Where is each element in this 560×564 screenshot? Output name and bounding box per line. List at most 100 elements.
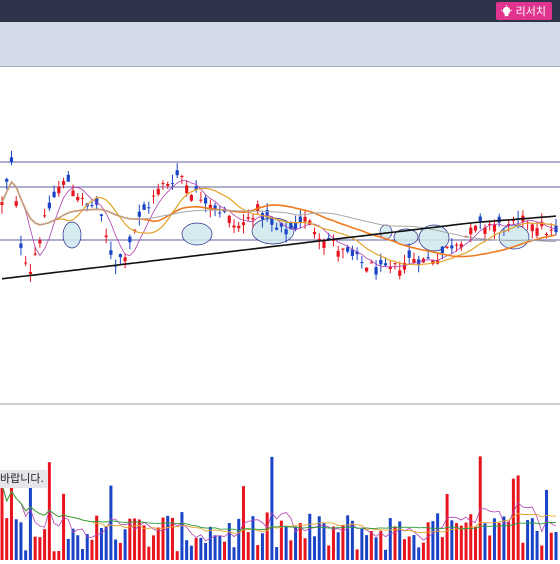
volume-bar [421,542,425,560]
volume-bar [393,526,397,560]
volume-bar [137,519,141,560]
candle [440,246,444,260]
volume-bar [260,533,264,560]
volume-bar [270,456,274,560]
volume-bar [521,542,525,560]
volume-bar [99,527,103,560]
volume-bar [313,536,317,560]
candle [293,215,298,232]
volume-bar [152,535,156,560]
volume-bar [90,539,94,560]
volume-bar [175,551,179,560]
volume-bar [327,545,331,560]
candle [511,216,515,225]
volume-bar [507,521,511,560]
candle [355,247,359,261]
moving-average-line [1,215,557,280]
volume-bar [208,526,212,560]
volume-bar [265,512,269,560]
candle [142,201,146,210]
volume-bar [80,549,84,560]
volume-bar [535,530,539,560]
candle [204,194,208,213]
volume-bar [71,528,75,560]
volume-bar [118,542,122,560]
volume-bar [199,537,203,560]
candle [104,228,108,244]
candle [549,223,553,236]
volume-bar [474,526,478,560]
volume-bar [38,537,42,560]
volume-bar [189,545,193,560]
candle [364,267,369,273]
volume-bar [398,521,402,560]
volume-bar [492,518,496,560]
candle [199,191,203,203]
volume-bar [185,540,189,560]
volume-bar [62,493,66,560]
candle [76,193,80,203]
volume-bar [402,539,406,560]
volume-bar [365,535,369,560]
candle [341,248,345,259]
candle [151,189,156,204]
volume-bar [9,472,13,560]
candle [360,256,364,269]
volume-bar [14,519,18,560]
volume-bar [369,531,373,560]
candle [185,180,189,197]
volume-bar [497,522,501,560]
candle [473,225,478,233]
volume-bar [469,514,473,560]
stock-chart[interactable] [0,67,560,560]
volume-bar [180,512,184,560]
volume-bar [530,518,534,560]
volume-bar [294,526,298,560]
chart-area[interactable]: 바랍니다. [0,67,560,560]
candle [331,234,336,247]
candle [450,238,454,255]
candle [5,177,9,190]
candle [137,204,141,226]
volume-average-line [1,483,557,532]
candle [28,263,33,282]
research-label: 리서치 [515,5,546,18]
candle [388,260,392,274]
volume-bar [384,549,388,560]
candle [374,260,378,280]
volume-bar [502,516,506,560]
candle [180,174,184,185]
candle [156,183,160,197]
candle [175,163,179,179]
candle [66,171,70,182]
candle [38,237,42,248]
moving-average-line [1,179,557,268]
volume-bar [412,535,416,560]
volume-bar [303,538,307,560]
candle [189,193,194,202]
volume-bar [540,545,544,560]
candle [298,209,302,229]
volume-bar [114,539,118,560]
volume-bar [440,537,444,560]
candle [9,150,14,166]
volume-bar [374,537,378,560]
candle [251,214,255,228]
candle [445,246,449,250]
candle [61,177,66,189]
candle [312,227,317,239]
research-button[interactable]: 리서치 [495,2,552,20]
volume-bar [407,536,411,560]
volume-bar [57,550,61,560]
candle [426,251,430,260]
volume-bar [232,547,236,560]
volume-bar [436,513,440,560]
candle [336,245,340,262]
volume-bar [166,515,170,560]
candle [0,196,4,214]
volume-bar [170,517,174,560]
candle [483,224,487,240]
volume-bar [554,531,558,560]
volume-bar [549,532,553,560]
volume-bar [308,513,312,560]
